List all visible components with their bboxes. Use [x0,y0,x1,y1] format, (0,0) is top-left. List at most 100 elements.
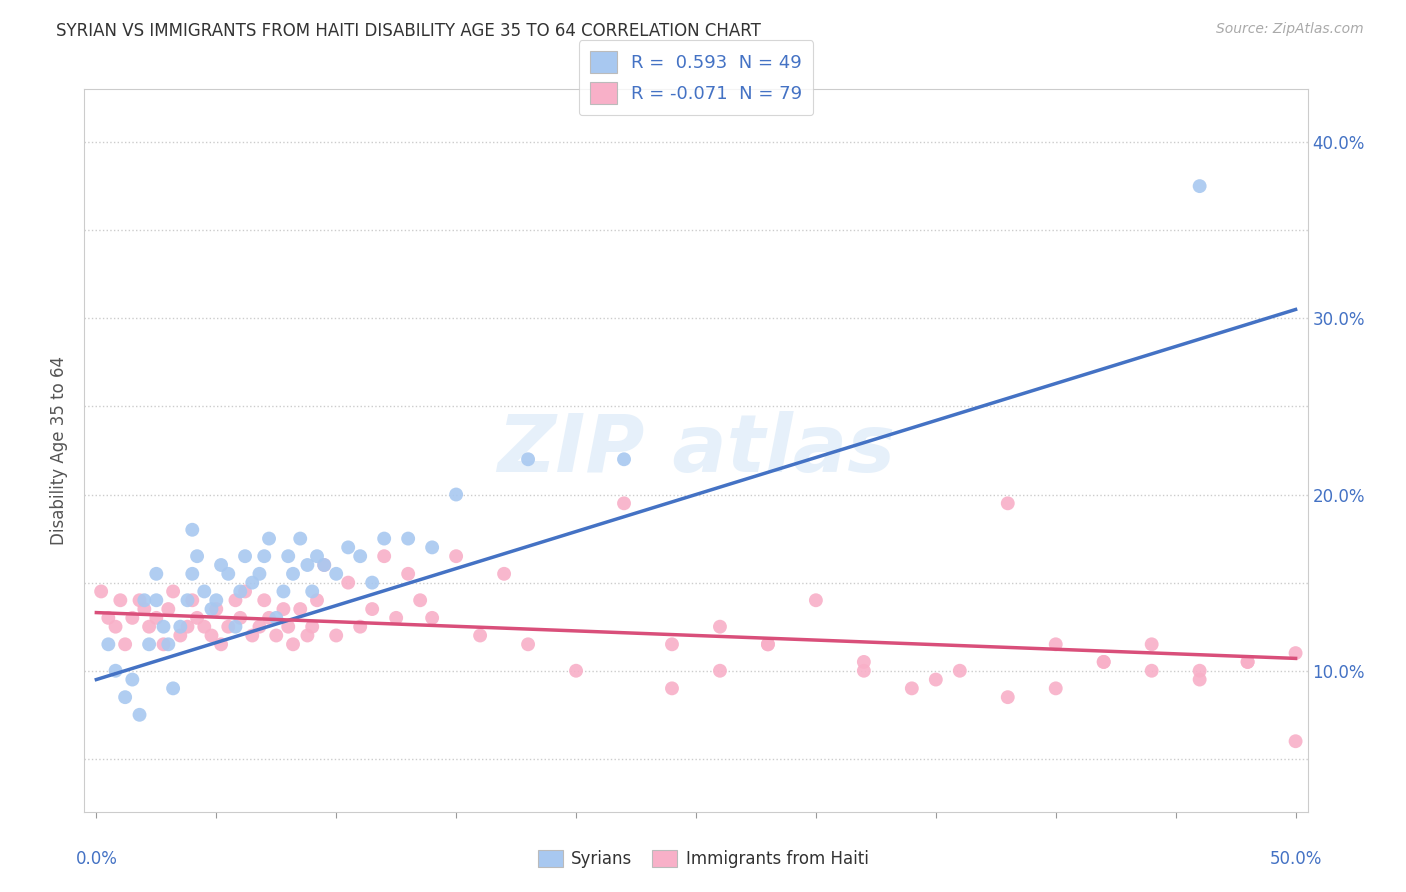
Point [277,620,299,634]
Point [325,566,347,581]
Point [396,532,419,546]
Point [169,620,191,634]
Point [709,664,731,678]
Point [193,584,215,599]
Point [1284,734,1306,748]
Point [997,690,1019,705]
Point [181,523,204,537]
Point [217,620,239,634]
Text: ZIP atlas: ZIP atlas [496,411,896,490]
Point [337,575,360,590]
Legend: R =  0.593  N = 49, R = -0.071  N = 79: R = 0.593 N = 49, R = -0.071 N = 79 [579,40,813,115]
Point [200,628,222,642]
Point [494,566,516,581]
Point [613,452,636,467]
Point [361,602,384,616]
Point [128,707,150,722]
Point [257,532,280,546]
Point [290,602,312,616]
Point [138,637,160,651]
Point [138,620,160,634]
Point [949,664,972,678]
Point [193,620,215,634]
Point [661,681,683,696]
Point [1092,655,1115,669]
Point [290,532,312,546]
Point [145,593,167,607]
Point [385,611,408,625]
Point [1188,673,1211,687]
Point [205,593,228,607]
Point [205,602,228,616]
Point [181,593,204,607]
Point [97,611,120,625]
Point [257,611,280,625]
Point [517,452,540,467]
Point [444,487,467,501]
Text: SYRIAN VS IMMIGRANTS FROM HAITI DISABILITY AGE 35 TO 64 CORRELATION CHART: SYRIAN VS IMMIGRANTS FROM HAITI DISABILI… [56,22,761,40]
Point [901,681,924,696]
Point [157,637,180,651]
Point [273,602,295,616]
Point [110,593,132,607]
Text: 50.0%: 50.0% [1270,850,1322,869]
Point [253,593,276,607]
Legend: Syrians, Immigrants from Haiti: Syrians, Immigrants from Haiti [531,843,875,875]
Point [925,673,948,687]
Point [134,602,156,616]
Point [104,664,127,678]
Point [1236,655,1258,669]
Point [756,637,779,651]
Point [1284,646,1306,660]
Point [997,496,1019,510]
Point [273,584,295,599]
Point [176,593,198,607]
Point [305,593,328,607]
Point [1188,664,1211,678]
Point [337,541,360,555]
Point [233,549,256,564]
Point [314,558,336,572]
Point [361,575,384,590]
Point [613,496,636,510]
Point [121,611,143,625]
Point [325,628,347,642]
Point [186,549,208,564]
Point [217,566,239,581]
Point [162,681,184,696]
Text: 0.0%: 0.0% [76,850,117,869]
Point [253,549,276,564]
Point [1045,637,1067,651]
Point [468,628,491,642]
Point [114,637,136,651]
Point [229,584,252,599]
Point [233,584,256,599]
Point [224,620,246,634]
Point [121,673,143,687]
Point [1140,637,1163,651]
Point [200,602,222,616]
Point [301,620,323,634]
Point [281,637,304,651]
Point [661,637,683,651]
Point [176,620,198,634]
Point [804,593,827,607]
Point [756,637,779,651]
Point [305,549,328,564]
Point [264,628,287,642]
Point [209,558,232,572]
Point [145,566,167,581]
Point [420,541,443,555]
Point [409,593,432,607]
Point [301,584,323,599]
Point [97,637,120,651]
Y-axis label: Disability Age 35 to 64: Disability Age 35 to 64 [51,356,69,545]
Point [565,664,588,678]
Point [1045,681,1067,696]
Point [281,566,304,581]
Point [1188,179,1211,194]
Point [181,566,204,581]
Text: Source: ZipAtlas.com: Source: ZipAtlas.com [1216,22,1364,37]
Point [240,628,263,642]
Point [277,549,299,564]
